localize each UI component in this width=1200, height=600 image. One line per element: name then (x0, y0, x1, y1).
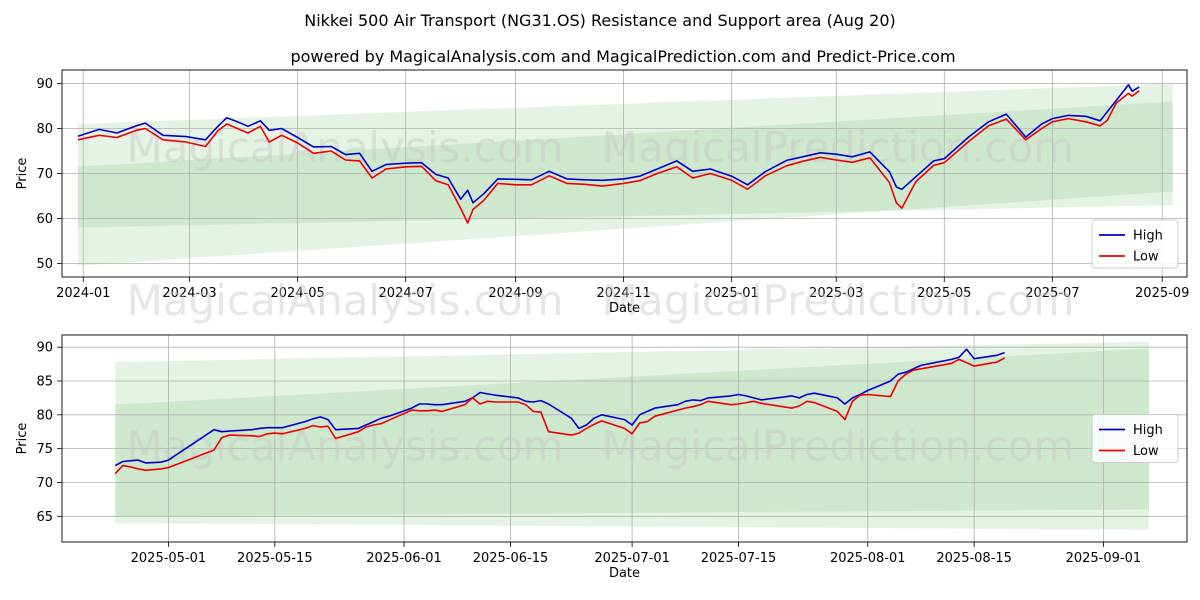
x-tick-label: 2025-07 (1025, 286, 1079, 301)
series-line-low (77, 90, 1140, 224)
x-tick-label: 2025-06-15 (473, 551, 549, 566)
x-tick-label: 2025-07-01 (594, 551, 670, 566)
x-tick-label: 2024-05 (270, 286, 324, 301)
chart-panel-1: 2024-01 2024-03 2024-05 2024-07 2024-09 2024-… (15, 69, 1189, 325)
x-tick-label: 2024-03 (162, 286, 216, 301)
watermark-text: MagicalPrediction.com (602, 123, 1075, 172)
y-tick-label: 75 (36, 442, 53, 457)
y-tick-label: 80 (36, 122, 53, 137)
y-tick-label: 70 (36, 167, 53, 182)
y-tick-label: 70 (36, 476, 53, 491)
legend-label-high: High (1133, 229, 1163, 244)
y-tick-label: 85 (36, 375, 53, 390)
plot-frame (61, 69, 1188, 278)
x-tick-label: 2025-05-01 (131, 551, 207, 566)
x-tick-label: 2025-03 (809, 286, 863, 301)
legend: High Low (1091, 414, 1179, 463)
watermark-text: MagicalPrediction.com (602, 276, 1075, 325)
x-tick-label: 2025-08-15 (936, 551, 1012, 566)
y-tick-label: 65 (36, 510, 53, 525)
chart-panel-2: 2025-05-01 2025-05-15 2025-06-01 2025-06-15… (15, 334, 1188, 581)
watermark-text: MagicalPrediction.com (602, 422, 1075, 471)
series-line-low (114, 357, 1005, 475)
legend-label-low: Low (1133, 444, 1159, 459)
y-tick-label: 50 (36, 257, 53, 272)
legend-label-high: High (1133, 423, 1163, 438)
plot-frame (61, 334, 1188, 543)
band-area-2 (77, 101, 1173, 228)
x-axis-label: Date (609, 301, 640, 316)
x-tick-label: 2025-05-15 (237, 551, 313, 566)
y-tick-label: 80 (36, 408, 53, 423)
legend-label-low: Low (1133, 250, 1159, 265)
series-line-high (77, 84, 1140, 204)
x-tick-label: 2025-09 (1135, 286, 1189, 301)
x-tick-label: 2025-07-15 (701, 551, 777, 566)
x-tick-label: 2024-11 (596, 286, 650, 301)
x-tick-label: 2025-01 (705, 286, 759, 301)
x-tick-label: 2025-08-01 (830, 551, 906, 566)
x-tick-label: 2024-07 (379, 286, 433, 301)
y-tick-label: 90 (36, 77, 53, 92)
y-tick-label: 60 (36, 212, 53, 227)
chart-subtitle: powered by MagicalAnalysis.com and Magic… (290, 47, 955, 66)
watermark-text: MagicalAnalysis.com (127, 276, 564, 325)
chart-title: Nikkei 500 Air Transport (NG31.OS) Resis… (304, 11, 896, 30)
x-tick-label: 2025-09-01 (1066, 551, 1142, 566)
band-area-1 (77, 83, 1173, 266)
x-tick-label: 2024-09 (488, 286, 542, 301)
series-line-high (114, 348, 1005, 467)
watermark-text: MagicalAnalysis.com (127, 123, 564, 172)
x-axis-label: Date (609, 566, 640, 581)
x-tick-label: 2025-05 (917, 286, 971, 301)
legend: High Low (1091, 219, 1179, 269)
y-axis-label: Price (15, 423, 30, 455)
y-axis-label: Price (15, 158, 30, 190)
y-tick-label: 90 (36, 341, 53, 356)
x-tick-label: 2025-06-01 (366, 551, 442, 566)
x-tick-label: 2024-01 (56, 286, 110, 301)
